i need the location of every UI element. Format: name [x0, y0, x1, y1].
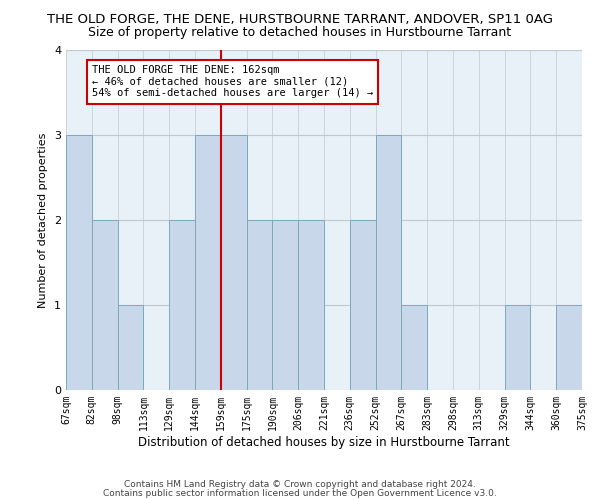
Y-axis label: Number of detached properties: Number of detached properties — [38, 132, 49, 308]
Bar — [66, 135, 92, 390]
Bar — [556, 305, 582, 390]
Bar — [92, 220, 118, 390]
Bar — [376, 135, 401, 390]
Bar — [169, 220, 195, 390]
Bar — [195, 135, 221, 390]
Text: Contains public sector information licensed under the Open Government Licence v3: Contains public sector information licen… — [103, 488, 497, 498]
Bar — [272, 220, 298, 390]
Text: THE OLD FORGE, THE DENE, HURSTBOURNE TARRANT, ANDOVER, SP11 0AG: THE OLD FORGE, THE DENE, HURSTBOURNE TAR… — [47, 12, 553, 26]
Bar — [118, 305, 143, 390]
Bar — [298, 220, 324, 390]
Bar — [505, 305, 530, 390]
Bar — [350, 220, 376, 390]
Bar — [221, 135, 247, 390]
Text: Contains HM Land Registry data © Crown copyright and database right 2024.: Contains HM Land Registry data © Crown c… — [124, 480, 476, 489]
Text: THE OLD FORGE THE DENE: 162sqm
← 46% of detached houses are smaller (12)
54% of : THE OLD FORGE THE DENE: 162sqm ← 46% of … — [92, 66, 373, 98]
X-axis label: Distribution of detached houses by size in Hurstbourne Tarrant: Distribution of detached houses by size … — [138, 436, 510, 448]
Bar — [247, 220, 272, 390]
Bar — [401, 305, 427, 390]
Text: Size of property relative to detached houses in Hurstbourne Tarrant: Size of property relative to detached ho… — [88, 26, 512, 39]
